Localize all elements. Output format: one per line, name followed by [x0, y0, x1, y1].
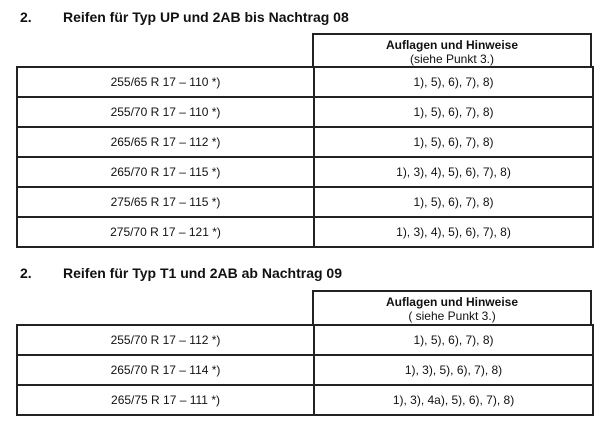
notes-cell: 1), 3), 4), 5), 6), 7), 8) — [313, 216, 594, 248]
table-row: 265/70 R 17 – 115 *) 1), 3), 4), 5), 6), … — [16, 156, 594, 188]
tire-table-1: 255/65 R 17 – 110 *) 1), 5), 6), 7), 8) 25… — [16, 66, 594, 248]
table-row: 265/65 R 17 – 112 *) 1), 5), 6), 7), 8) — [16, 126, 594, 158]
notes-cell: 1), 3), 4), 5), 6), 7), 8) — [313, 156, 594, 188]
tire-size-cell: 255/70 R 17 – 112 *) — [16, 324, 315, 356]
tire-size-cell: 275/70 R 17 – 121 *) — [16, 216, 315, 248]
table-row: 275/70 R 17 – 121 *) 1), 3), 4), 5), 6), … — [16, 216, 594, 248]
section-title: 2. Reifen für Typ T1 und 2AB ab Nachtrag … — [20, 265, 343, 281]
notes-cell: 1), 3), 5), 6), 7), 8) — [313, 354, 594, 386]
tire-size-cell: 265/65 R 17 – 112 *) — [16, 126, 315, 158]
table-header: Auflagen und Hinweise (siehe Punkt 3.) — [312, 33, 592, 68]
notes-cell: 1), 3), 4a), 5), 6), 7), 8) — [313, 384, 594, 416]
tire-size-cell: 255/70 R 17 – 110 *) — [16, 96, 315, 128]
tire-size-cell: 275/65 R 17 – 115 *) — [16, 186, 315, 218]
notes-cell: 1), 5), 6), 7), 8) — [313, 324, 594, 356]
notes-cell: 1), 5), 6), 7), 8) — [313, 186, 594, 218]
table-header: Auflagen und Hinweise( siehe Punkt 3.) — [312, 290, 592, 326]
tire-size-cell: 265/70 R 17 – 114 *) — [16, 354, 315, 386]
table-row: 255/65 R 17 – 110 *) 1), 5), 6), 7), 8) — [16, 66, 594, 98]
notes-cell: 1), 5), 6), 7), 8) — [313, 66, 594, 98]
notes-cell: 1), 5), 6), 7), 8) — [313, 126, 594, 158]
table-row: 255/70 R 17 – 112 *) 1), 5), 6), 7), 8) — [16, 324, 594, 356]
table-row: 265/70 R 17 – 114 *) 1), 3), 5), 6), 7), … — [16, 354, 594, 386]
table-row: 265/75 R 17 – 111 *) 1), 3), 4a), 5), 6),… — [16, 384, 594, 416]
tire-size-cell: 265/75 R 17 – 111 *) — [16, 384, 315, 416]
tire-table-2: 255/70 R 17 – 112 *) 1), 5), 6), 7), 8) 26… — [16, 324, 594, 416]
section-title: 2. Reifen für Typ UP und 2AB bis Nachtrag… — [20, 9, 349, 25]
table-row: 255/70 R 17 – 110 *) 1), 5), 6), 7), 8) — [16, 96, 594, 128]
table-row: 275/65 R 17 – 115 *) 1), 5), 6), 7), 8) — [16, 186, 594, 218]
tire-size-cell: 265/70 R 17 – 115 *) — [16, 156, 315, 188]
notes-cell: 1), 5), 6), 7), 8) — [313, 96, 594, 128]
tire-size-cell: 255/65 R 17 – 110 *) — [16, 66, 315, 98]
